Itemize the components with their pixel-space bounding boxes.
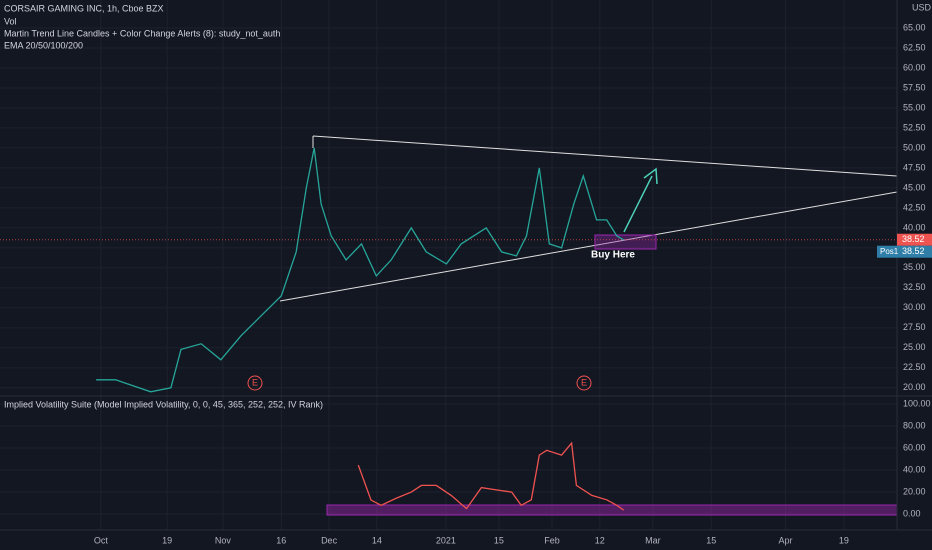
y-tick-label: 35.00 (903, 262, 926, 272)
x-tick-label: 15 (706, 535, 716, 545)
x-tick-label: 19 (162, 535, 172, 545)
position-label: Pos1 (880, 247, 899, 256)
x-tick-label: Apr (779, 535, 793, 545)
y-tick-label: 60.00 (903, 62, 926, 72)
y-tick-label: 60.00 (903, 442, 926, 452)
arrow-head (643, 167, 658, 185)
y-tick-label: 55.00 (903, 102, 926, 112)
x-tick-label: Nov (215, 535, 232, 545)
y-tick-label: 100.00 (903, 398, 931, 408)
trend-line (312, 135, 898, 177)
y-tick-label: 30.00 (903, 302, 926, 312)
series-line (357, 441, 625, 511)
x-tick-label: Oct (94, 535, 109, 545)
x-tick-label: 2021 (436, 535, 456, 545)
series-line (96, 147, 625, 393)
position-price: 38.52 (902, 246, 925, 256)
y-tick-label: 20.00 (903, 486, 926, 496)
annotation: Buy Here (591, 250, 635, 261)
x-tick-label: Dec (321, 535, 338, 545)
earnings-label: E (252, 377, 258, 387)
x-tick-label: 16 (276, 535, 286, 545)
x-tick-label: 12 (595, 535, 605, 545)
buy-zone (594, 234, 657, 250)
y-tick-label: 52.50 (903, 122, 926, 132)
x-tick-label: 15 (494, 535, 504, 545)
chart-title: CORSAIR GAMING INC, 1h, Cboe BZX (4, 3, 164, 13)
y-tick-label: 57.50 (903, 82, 926, 92)
x-tick-label: Feb (544, 535, 560, 545)
y-tick-label: 62.50 (903, 42, 926, 52)
y-tick-label: 25.00 (903, 342, 926, 352)
y-tick-label: 0.00 (903, 508, 921, 518)
y-tick-label: 50.00 (903, 142, 926, 152)
earnings-marker (247, 375, 263, 391)
last-price-box (897, 233, 932, 246)
y-tick-label: 47.50 (903, 162, 926, 172)
pane-title: Implied Volatility Suite (Model Implied … (4, 399, 323, 409)
x-tick-label: Mar (645, 535, 661, 545)
x-tick-label: 19 (839, 535, 849, 545)
trend-line (279, 191, 898, 302)
y-tick-label: 32.50 (903, 282, 926, 292)
y-tick-label: 40.00 (903, 222, 926, 232)
last-price-label: 38.52 (902, 234, 925, 244)
y-tick-label: 27.50 (903, 322, 926, 332)
indicator: Martin Trend Line Candles + Color Change… (4, 28, 280, 38)
indicator: Vol (4, 16, 17, 26)
y-tick-label: 65.00 (903, 22, 926, 32)
y-tick-label: 45.00 (903, 182, 926, 192)
arrow (623, 175, 653, 233)
y-tick-label: 42.50 (903, 202, 926, 212)
currency: USD (912, 2, 932, 12)
iv-zone (326, 504, 898, 516)
y-tick-label: 40.00 (903, 464, 926, 474)
y-tick-label: 22.50 (903, 362, 926, 372)
position-box (877, 245, 932, 258)
earnings-marker (576, 375, 592, 391)
y-tick-label: 80.00 (903, 420, 926, 430)
x-tick-label: 14 (372, 535, 382, 545)
earnings-label: E (581, 377, 587, 387)
marks (0, 147, 897, 511)
y-tick-label: 20.00 (903, 382, 926, 392)
grid (0, 0, 897, 530)
indicator: EMA 20/50/100/200 (4, 40, 83, 50)
